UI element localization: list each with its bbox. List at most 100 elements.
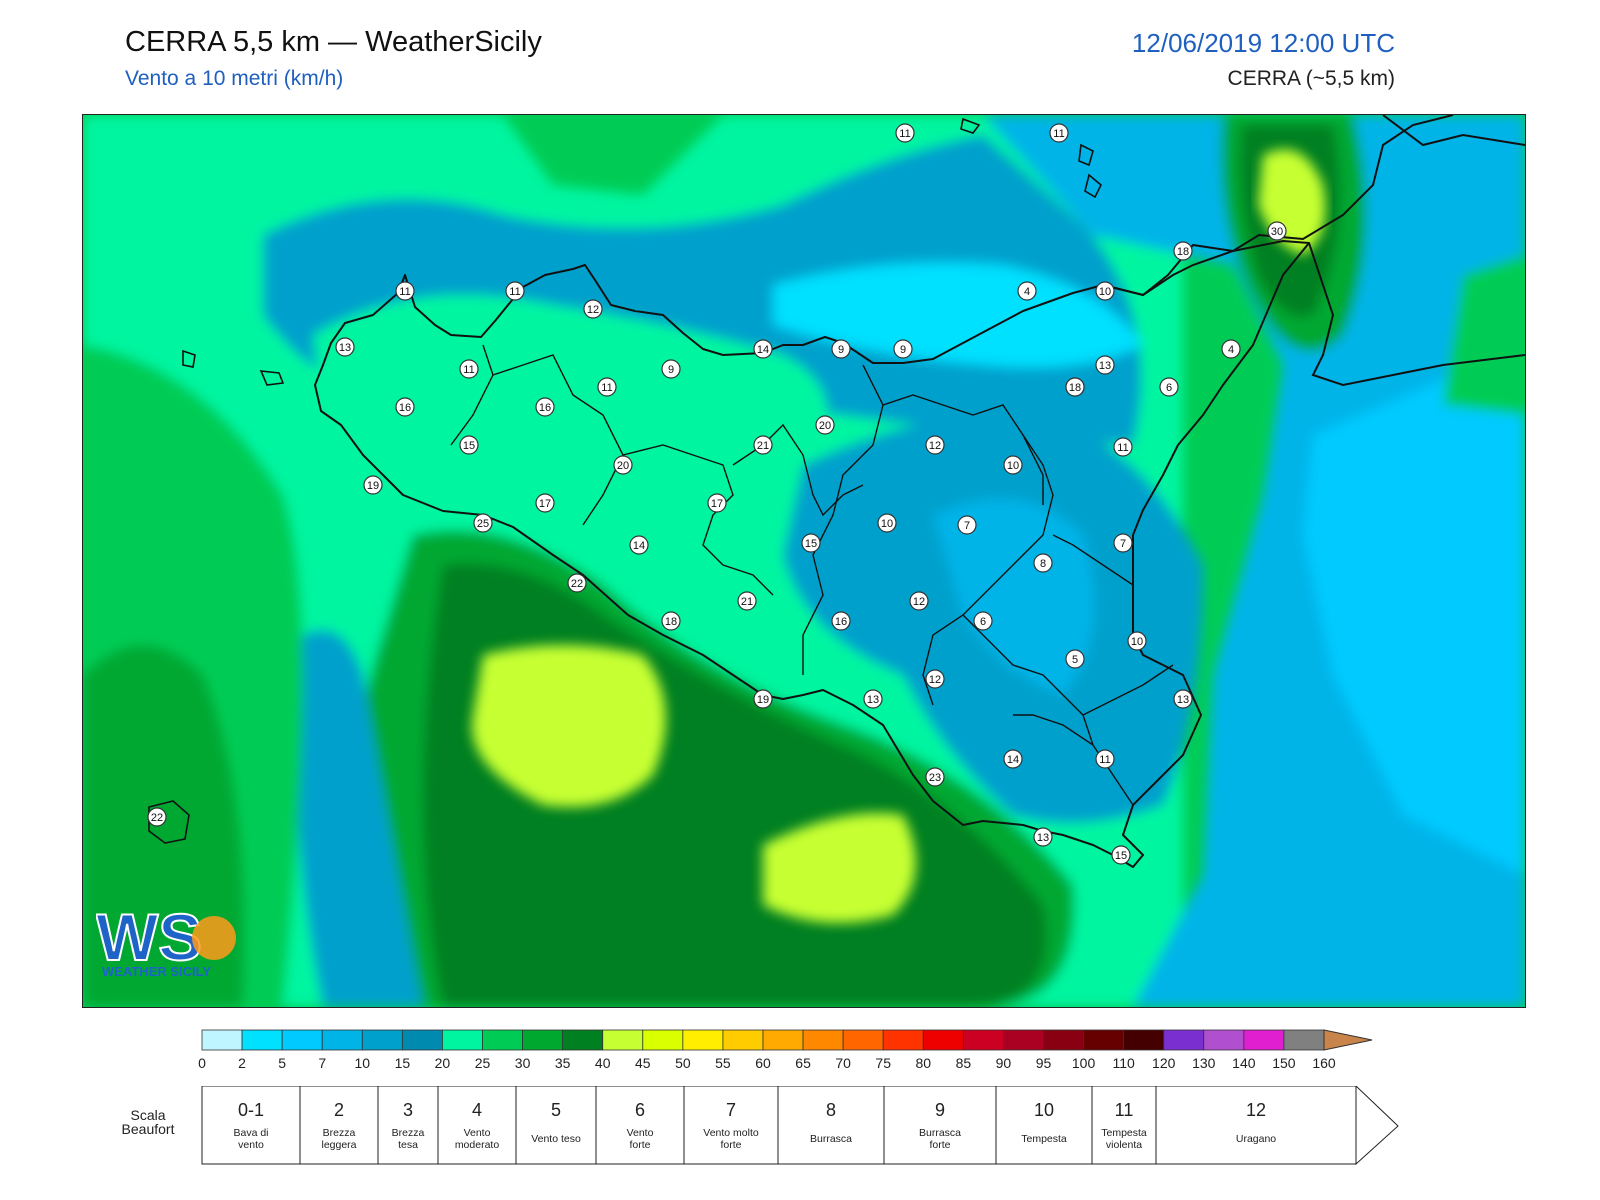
beaufort-description: tesa	[398, 1139, 418, 1151]
station-marker: 10	[1127, 631, 1147, 651]
legend-bin	[361, 1029, 403, 1051]
station-marker: 20	[613, 455, 633, 475]
legend-bin	[762, 1029, 804, 1051]
legend-tick: 7	[318, 1055, 326, 1071]
station-marker: 17	[707, 493, 727, 513]
station-marker: 4	[1221, 339, 1241, 359]
station-marker: 7	[1113, 533, 1133, 553]
station-value: 13	[867, 694, 879, 706]
legend-tick: 140	[1232, 1055, 1256, 1071]
station-value: 11	[601, 382, 612, 394]
station-marker: 10	[1003, 455, 1023, 475]
beaufort-description: forte	[720, 1139, 741, 1151]
station-marker: 6	[973, 611, 993, 631]
station-marker: 12	[583, 299, 603, 319]
station-marker: 7	[957, 515, 977, 535]
station-value: 15	[805, 538, 817, 550]
station-value: 16	[539, 402, 551, 414]
beaufort-number: 3	[403, 1100, 413, 1120]
beaufort-number: 4	[472, 1100, 482, 1120]
station-marker: 14	[1003, 749, 1023, 769]
egadi-islands	[182, 349, 285, 386]
legend-tick: 110	[1112, 1055, 1135, 1071]
beaufort-description: Vento molto	[703, 1127, 759, 1139]
station-marker: 21	[737, 591, 757, 611]
station-marker: 22	[147, 807, 167, 827]
field-max-south	[471, 645, 666, 807]
station-marker: 20	[815, 415, 835, 435]
station-marker: 10	[1095, 281, 1115, 301]
station-value: 20	[617, 460, 629, 472]
station-value: 17	[711, 498, 723, 510]
legend-tick: 130	[1192, 1055, 1216, 1071]
legend-tick: 35	[555, 1055, 571, 1071]
logo-caption: WEATHER SICILY	[102, 964, 211, 979]
wind-map: 11 11 11 11 12 13 11 16 16 11 9 14 9 9 4 10 18 30 13 18 15 19…	[82, 114, 1526, 1008]
station-value: 11	[463, 364, 474, 376]
station-value: 11	[399, 286, 410, 298]
station-value: 10	[1131, 636, 1143, 648]
legend-arrow	[1323, 1029, 1373, 1051]
station-value: 25	[477, 518, 489, 530]
legend-bin	[642, 1029, 684, 1051]
beaufort-number: 8	[826, 1100, 836, 1120]
station-value: 12	[587, 304, 599, 316]
station-value: 21	[757, 440, 769, 452]
station-value: 12	[913, 596, 925, 608]
legend-tick: 45	[635, 1055, 651, 1071]
legend-bin	[922, 1029, 964, 1051]
legend-bin	[1283, 1029, 1325, 1051]
station-marker: 9	[893, 339, 913, 359]
station-marker: 12	[925, 435, 945, 455]
beaufort-description: violenta	[1106, 1139, 1142, 1151]
province-boundaries	[450, 344, 1174, 806]
model-name: CERRA (~5,5 km)	[1227, 67, 1395, 90]
station-value: 16	[399, 402, 411, 414]
station-value: 14	[633, 540, 645, 552]
station-marker: 19	[753, 689, 773, 709]
station-marker: 13	[1033, 827, 1053, 847]
legend-tick: 20	[435, 1055, 451, 1071]
legend-bin	[562, 1029, 604, 1051]
station-marker: 4	[1017, 281, 1037, 301]
station-marker: 10	[877, 513, 897, 533]
station-marker: 22	[567, 573, 587, 593]
beaufort-cell: 12 Uragano	[1155, 1086, 1357, 1165]
legend-tick: 55	[715, 1055, 731, 1071]
legend-tick: 160	[1312, 1055, 1336, 1071]
station-marker: 16	[831, 611, 851, 631]
station-marker: 13	[335, 337, 355, 357]
beaufort-description: Vento teso	[531, 1133, 581, 1145]
legend-bin	[401, 1029, 443, 1051]
station-marker: 13	[863, 689, 883, 709]
station-marker: 13	[1173, 689, 1193, 709]
station-value: 9	[838, 344, 844, 356]
beaufort-description: vento	[238, 1139, 264, 1151]
beaufort-description: Uragano	[1236, 1133, 1276, 1145]
beaufort-description: Vento	[627, 1127, 654, 1139]
beaufort-description: Tempesta	[1021, 1133, 1067, 1145]
sun-icon	[192, 916, 236, 960]
beaufort-cell: 5 Vento teso	[515, 1086, 597, 1165]
legend-bin	[842, 1029, 884, 1051]
beaufort-description: forte	[929, 1139, 950, 1151]
station-marker: 13	[1095, 355, 1115, 375]
beaufort-number: 11	[1115, 1100, 1134, 1120]
station-value: 11	[509, 286, 520, 298]
beaufort-number: 2	[334, 1100, 344, 1120]
lipari-islands	[960, 117, 1102, 199]
station-marker: 16	[535, 397, 555, 417]
station-value: 5	[1072, 654, 1078, 666]
station-value: 8	[1040, 558, 1046, 570]
legend-tick: 95	[1036, 1055, 1052, 1071]
legend-bin	[1003, 1029, 1044, 1051]
legend-tick: 150	[1272, 1055, 1296, 1071]
legend-tick: 60	[755, 1055, 771, 1071]
station-value: 13	[1177, 694, 1189, 706]
